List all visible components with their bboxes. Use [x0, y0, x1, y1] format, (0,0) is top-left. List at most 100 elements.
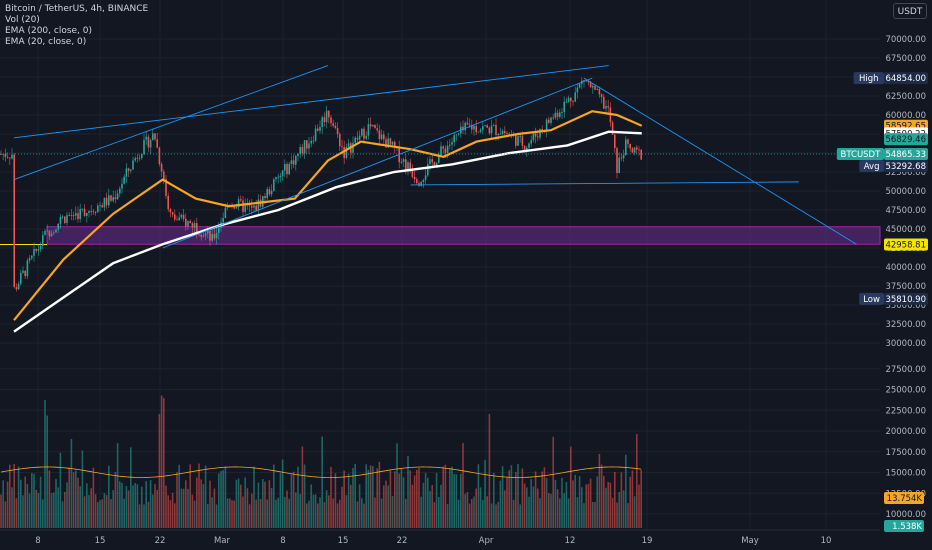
volume-bar	[556, 489, 559, 528]
volume-bar	[180, 488, 183, 528]
volume-bar	[22, 495, 24, 528]
volume-bar	[277, 497, 279, 528]
candle-body	[330, 117, 332, 124]
candle-body	[182, 214, 185, 219]
volume-bar	[512, 499, 515, 528]
volume-bar	[231, 500, 233, 528]
legend-volume[interactable]: Vol (20)	[5, 15, 40, 25]
legend-ema200[interactable]: EMA (200, close, 0)	[5, 26, 93, 36]
candle-body	[625, 139, 627, 156]
candle-body	[640, 149, 642, 160]
legend-ema20[interactable]: EMA (20, close, 0)	[5, 37, 87, 47]
candle-body	[438, 154, 440, 163]
volume-bar	[552, 436, 554, 528]
candle-body	[11, 154, 13, 159]
candle-body	[420, 181, 422, 186]
volume-bar	[226, 498, 229, 528]
candle-body	[57, 223, 59, 230]
candle-body	[603, 96, 605, 109]
candle-body	[154, 133, 156, 140]
volume-bar	[235, 479, 238, 528]
volume-bar	[270, 487, 273, 528]
volume-bar	[66, 482, 68, 528]
candle-body	[119, 188, 121, 194]
candle-body	[539, 128, 541, 138]
candle-body	[0, 154, 2, 155]
x-tick-label: Mar	[214, 536, 231, 546]
candle-body	[440, 146, 442, 155]
candle-body	[473, 126, 475, 130]
volume-bar	[530, 479, 532, 528]
volume-bar	[625, 454, 627, 528]
volume-bar	[638, 484, 640, 528]
candle-body	[343, 147, 345, 158]
price-tag: High 64854.00	[853, 72, 928, 85]
volume-bar	[453, 473, 455, 528]
candle-body	[545, 119, 548, 131]
y-tick-label: 62500.00	[885, 92, 926, 102]
candle-body	[563, 101, 565, 113]
candle-body	[583, 80, 585, 81]
volume-bar	[622, 490, 625, 528]
chart-legend: Bitcoin / TetherUS, 4h, BINANCE Vol (20)…	[5, 4, 148, 48]
volume-bar	[314, 494, 317, 528]
candle-body	[61, 216, 64, 218]
y-tick-label: 52500.00	[885, 168, 926, 178]
volume-bar	[369, 465, 372, 528]
volume-bar	[2, 480, 4, 528]
volume-bar	[323, 502, 326, 528]
candle-body	[493, 125, 495, 126]
volume-bar	[90, 488, 92, 528]
candle-body	[169, 209, 172, 213]
volume-bar	[581, 487, 583, 528]
volume-bar	[391, 496, 394, 528]
volume-bar	[376, 468, 378, 528]
candle-body	[66, 215, 68, 223]
candle-body	[64, 216, 66, 223]
candle-body	[389, 138, 392, 145]
candle-body	[48, 230, 51, 237]
volume-bar	[31, 473, 33, 528]
candle-body	[638, 149, 640, 151]
volume-bar	[200, 479, 202, 528]
candle-body	[400, 161, 403, 163]
volume-bar	[521, 468, 524, 528]
volume-bar	[94, 494, 97, 528]
candle-body	[358, 135, 361, 140]
volume-bar	[75, 470, 77, 528]
candle-body	[411, 170, 414, 177]
volume-tag-value: 13.754K	[887, 494, 923, 504]
volume-bar	[462, 442, 464, 528]
volume-bar	[290, 474, 293, 528]
candle-body	[193, 223, 196, 228]
volume-bar	[292, 471, 295, 528]
candle-body	[435, 162, 438, 167]
candle-body	[46, 230, 48, 232]
volume-bar	[420, 496, 422, 528]
ema20-line	[13, 110, 643, 321]
volume-bar	[567, 498, 570, 528]
candle-body	[130, 169, 132, 171]
candle-body	[306, 140, 308, 149]
candle-body	[86, 213, 88, 216]
volume-bar	[468, 503, 471, 528]
price-tag-label: High	[859, 74, 879, 84]
volume-bar	[499, 480, 502, 528]
candle-body	[42, 235, 44, 246]
candle-body	[209, 231, 211, 241]
candle-body	[521, 135, 524, 146]
volume-bar	[222, 470, 224, 528]
legend-symbol[interactable]: Bitcoin / TetherUS, 4h, BINANCE	[5, 4, 149, 14]
volume-bar	[477, 464, 480, 528]
price-tag-label-box	[853, 72, 884, 85]
candle-body	[196, 223, 198, 233]
volume-bar	[55, 478, 57, 528]
candle-body	[156, 139, 158, 148]
volume-bar	[39, 476, 42, 528]
candle-body	[534, 133, 537, 137]
price-tag-box	[884, 238, 928, 251]
candle-body	[138, 157, 141, 159]
volume-bar	[603, 475, 605, 528]
currency-selector[interactable]: USDT	[893, 3, 927, 19]
